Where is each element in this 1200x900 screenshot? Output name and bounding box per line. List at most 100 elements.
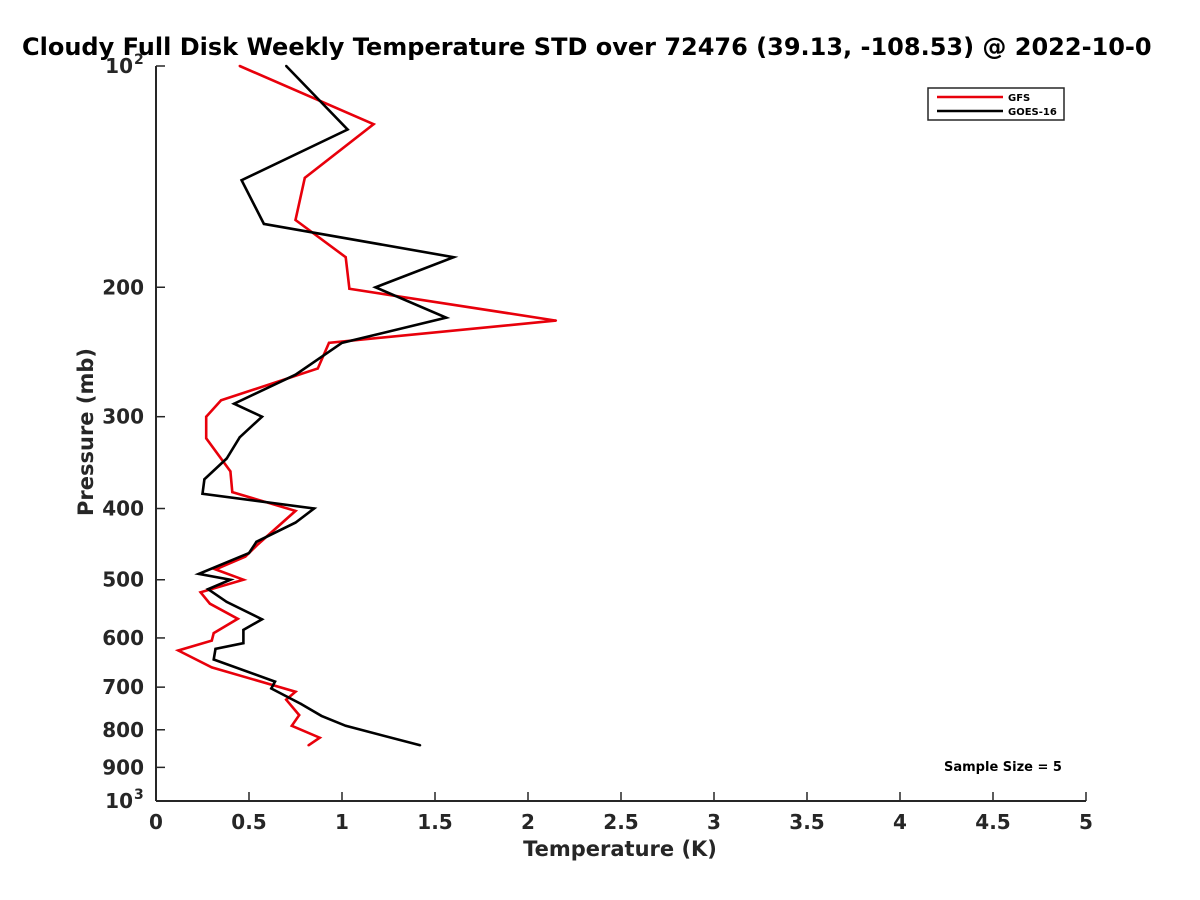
- data-point-goes-16: [206, 588, 210, 591]
- data-point-goes-16: [247, 551, 251, 555]
- y-tick-label: 800: [102, 718, 144, 742]
- data-point-gfs: [210, 639, 213, 642]
- x-tick-label: 5: [1079, 810, 1093, 834]
- data-point-gfs: [294, 690, 297, 693]
- data-point-goes-16: [262, 222, 266, 226]
- data-point-gfs: [554, 319, 558, 322]
- data-point-goes-16: [346, 128, 349, 131]
- y-tick-label: 10: [105, 789, 133, 813]
- y-tick-label: 10: [105, 54, 133, 78]
- x-tick-label: 1.5: [417, 810, 452, 834]
- data-point-gfs: [307, 744, 310, 747]
- data-point-goes-16: [270, 687, 273, 690]
- data-point-gfs: [212, 631, 215, 635]
- data-point-goes-16: [238, 436, 241, 439]
- x-tick-label: 2: [521, 810, 535, 834]
- y-tick-exponent: 2: [134, 52, 144, 68]
- y-tick-exponent: 3: [134, 787, 144, 803]
- x-tick-label: 4.5: [975, 810, 1010, 834]
- data-point-goes-16: [445, 316, 448, 319]
- y-axis-label: Pressure (mb): [74, 348, 98, 516]
- data-point-gfs: [199, 591, 202, 594]
- sample-size-annotation: Sample Size = 5: [944, 760, 1062, 775]
- x-tick-label: 4: [893, 810, 907, 834]
- data-point-goes-16: [214, 647, 217, 651]
- data-point-goes-16: [344, 724, 347, 727]
- data-point-goes-16: [229, 578, 232, 581]
- data-point-gfs: [210, 666, 213, 669]
- data-point-goes-16: [240, 179, 243, 182]
- data-point-goes-16: [285, 64, 288, 68]
- y-tick-label: 500: [102, 568, 144, 592]
- x-tick-label: 3: [707, 810, 721, 834]
- legend-label-goes-16: GOES-16: [1008, 107, 1057, 118]
- data-point-gfs: [205, 415, 208, 418]
- legend-box: [927, 87, 1065, 121]
- data-point-gfs: [238, 64, 241, 68]
- x-tick-label: 1: [335, 810, 349, 834]
- legend-label-gfs: GFS: [1008, 93, 1030, 104]
- data-point-goes-16: [312, 507, 316, 510]
- data-point-gfs: [290, 724, 293, 727]
- y-tick-label: 900: [102, 755, 144, 779]
- data-point-goes-16: [294, 373, 297, 376]
- x-tick-label: 2.5: [603, 810, 638, 834]
- data-point-goes-16: [242, 628, 245, 632]
- data-point-goes-16: [212, 658, 215, 661]
- data-point-gfs: [294, 509, 297, 513]
- data-point-gfs: [318, 736, 321, 739]
- data-point-goes-16: [374, 286, 377, 289]
- chart-title: Cloudy Full Disk Weekly Temperature STD …: [22, 33, 1152, 61]
- y-tick-label: 600: [102, 626, 144, 650]
- legend: GFS GOES-16: [927, 87, 1065, 121]
- data-point-gfs: [372, 123, 375, 126]
- data-point-goes-16: [260, 415, 264, 418]
- y-tick-label: 400: [102, 497, 144, 521]
- data-point-gfs: [285, 698, 288, 701]
- data-point-goes-16: [203, 478, 206, 481]
- data-point-goes-16: [294, 521, 297, 524]
- data-point-gfs: [316, 367, 319, 370]
- series-layer: [174, 64, 558, 747]
- data-point-gfs: [257, 542, 260, 546]
- x-tick-label: 3.5: [789, 810, 824, 834]
- x-axis-label: Temperature (K): [523, 837, 717, 861]
- data-point-goes-16: [320, 714, 323, 718]
- data-point-goes-16: [232, 402, 236, 405]
- data-point-goes-16: [273, 680, 277, 683]
- data-point-gfs: [208, 602, 212, 605]
- data-point-goes-16: [255, 540, 258, 543]
- data-point-gfs: [348, 287, 351, 290]
- data-point-goes-16: [242, 642, 245, 645]
- y-tick-label: 300: [102, 405, 144, 429]
- data-point-gfs: [242, 578, 245, 581]
- axes: 0 0.5 1 1.5 2 2.5 3 3.5 4 4.5 510 22003004005006007…: [102, 52, 1093, 834]
- series-goes-16: [194, 64, 459, 747]
- data-point-gfs: [214, 568, 217, 571]
- data-point-goes-16: [452, 256, 455, 259]
- data-point-goes-16: [299, 702, 303, 706]
- data-point-gfs: [294, 218, 297, 222]
- series-line-gfs: [174, 64, 557, 747]
- data-point-goes-16: [201, 492, 204, 495]
- data-point-gfs: [344, 256, 347, 259]
- series-line-goes-16: [194, 65, 459, 747]
- x-tick-label: 0.5: [231, 810, 266, 834]
- data-point-gfs: [231, 490, 234, 494]
- data-point-gfs: [236, 617, 239, 620]
- y-tick-label: 200: [102, 275, 144, 299]
- data-point-goes-16: [340, 341, 344, 344]
- data-point-gfs: [177, 649, 180, 652]
- x-tick-label: 0: [149, 810, 163, 834]
- data-point-goes-16: [197, 572, 200, 576]
- data-point-gfs: [298, 713, 301, 717]
- data-point-gfs: [303, 176, 306, 180]
- data-point-gfs: [205, 437, 208, 440]
- data-point-gfs: [219, 399, 223, 402]
- data-point-goes-16: [225, 457, 228, 460]
- data-point-goes-16: [418, 744, 422, 747]
- data-point-goes-16: [225, 600, 228, 604]
- y-tick-label: 700: [102, 675, 144, 699]
- data-point-gfs: [327, 341, 331, 344]
